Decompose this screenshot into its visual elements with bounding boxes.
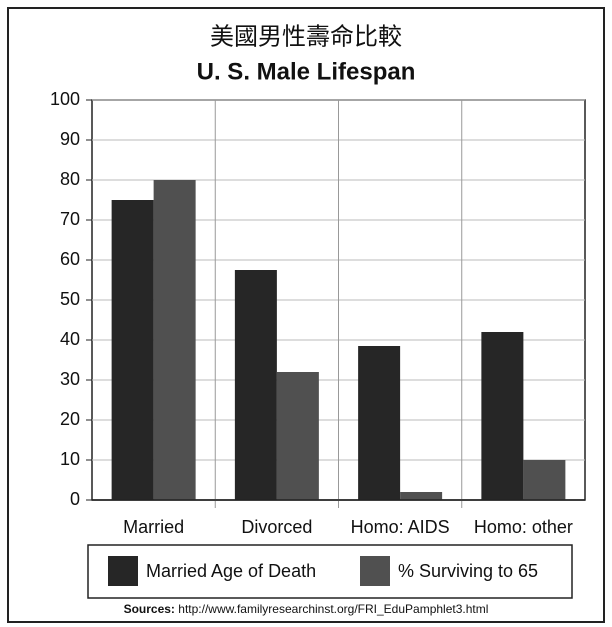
bar [358, 346, 401, 500]
source-url: http://www.familyresearchinst.org/FRI_Ed… [178, 602, 488, 616]
y-tick-label: 100 [50, 89, 80, 109]
bar [234, 270, 277, 500]
chart-subtitle: U. S. Male Lifespan [197, 58, 416, 85]
y-tick-label: 10 [60, 449, 80, 469]
legend-swatch [360, 556, 390, 586]
bar [481, 332, 524, 500]
legend-swatch [108, 556, 138, 586]
bar [523, 460, 566, 500]
y-tick-label: 30 [60, 369, 80, 389]
x-tick-label: Homo: other [474, 517, 573, 537]
x-tick-label: Divorced [241, 517, 312, 537]
y-tick-label: 90 [60, 129, 80, 149]
y-tick-label: 0 [70, 489, 80, 509]
legend-label: Married Age of Death [146, 561, 316, 581]
legend-label: % Surviving to 65 [398, 561, 538, 581]
y-tick-label: 80 [60, 169, 80, 189]
bar [400, 492, 443, 500]
y-tick-label: 40 [60, 329, 80, 349]
x-tick-label: Married [123, 517, 184, 537]
y-tick-label: 60 [60, 249, 80, 269]
y-tick-label: 50 [60, 289, 80, 309]
source-label: Sources: [124, 602, 175, 616]
y-tick-label: 20 [60, 409, 80, 429]
bar [111, 200, 154, 500]
y-tick-label: 70 [60, 209, 80, 229]
bar [153, 180, 196, 500]
x-tick-label: Homo: AIDS [351, 517, 450, 537]
bar [276, 372, 319, 500]
chart-title: 美國男性壽命比較 [210, 23, 402, 50]
legend-box [87, 544, 573, 599]
source: Sources: http://www.familyresearchinst.o… [124, 602, 489, 616]
